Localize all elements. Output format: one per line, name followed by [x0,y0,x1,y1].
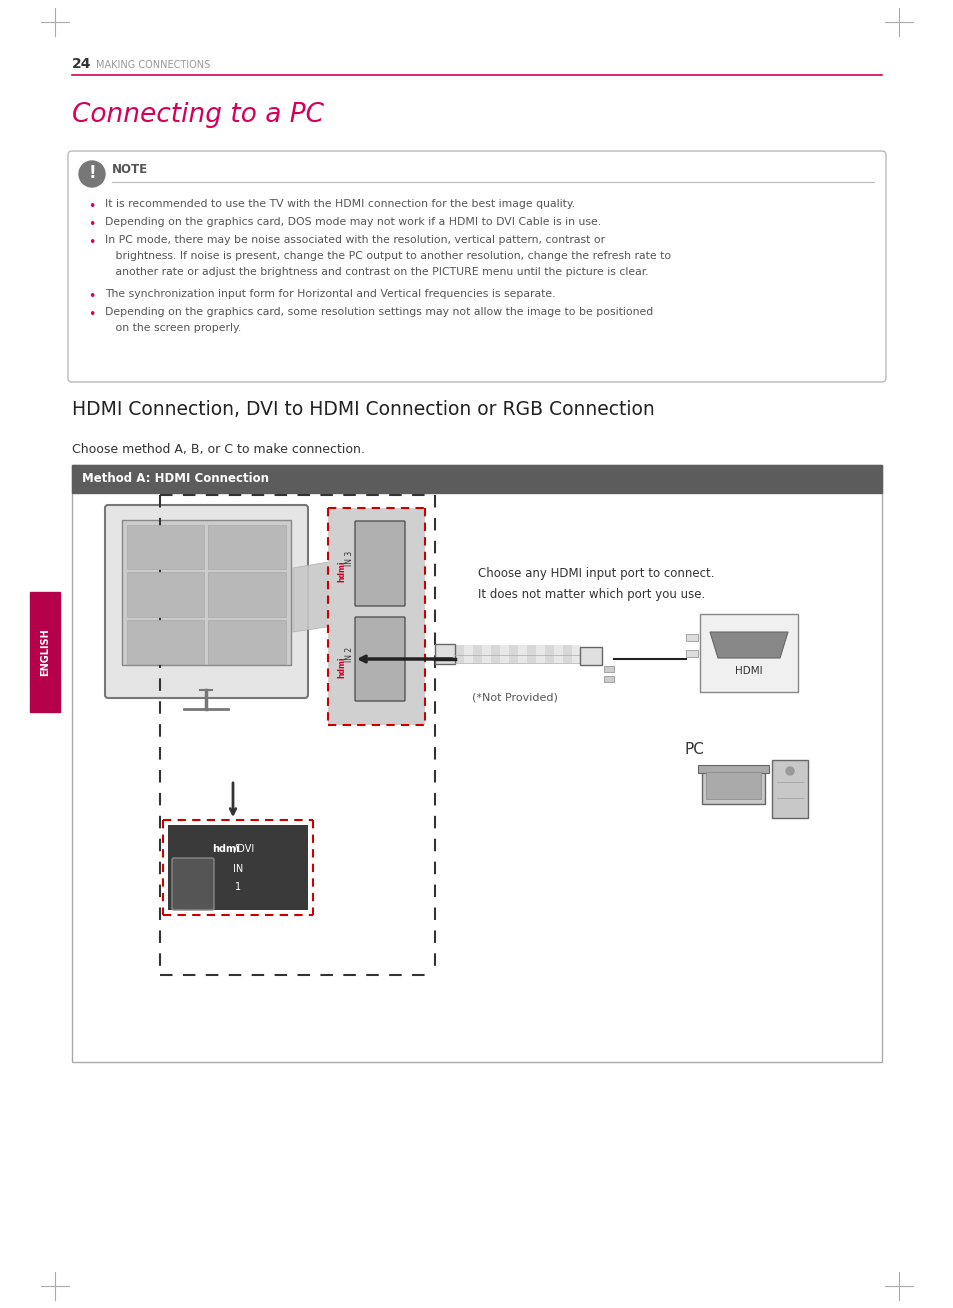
Polygon shape [709,632,787,658]
Bar [127,525,204,569]
Bar [168,825,308,910]
Bar [71,466,882,1062]
Bar [463,645,473,663]
Text: •: • [89,218,95,232]
FancyBboxPatch shape [172,858,213,910]
Bar [499,645,509,663]
Bar [685,634,698,641]
Circle shape [785,766,793,776]
Text: •: • [89,307,95,320]
FancyBboxPatch shape [68,150,885,382]
Text: hdmi: hdmi [337,561,346,582]
Text: !: ! [88,164,95,182]
Text: Depending on the graphics card, DOS mode may not work if a HDMI to DVI Cable is : Depending on the graphics card, DOS mode… [105,217,600,228]
Text: (*Not Provided): (*Not Provided) [472,692,558,702]
Text: HDMI Connection, DVI to HDMI Connection or RGB Connection: HDMI Connection, DVI to HDMI Connection … [71,400,654,419]
Text: on the screen properly.: on the screen properly. [105,323,241,334]
Bar [698,765,768,773]
Text: 1: 1 [234,882,241,892]
Text: Depending on the graphics card, some resolution settings may not allow the image: Depending on the graphics card, some res… [105,307,653,317]
FancyBboxPatch shape [355,521,405,606]
Bar [127,573,204,616]
Text: It is recommended to use the TV with the HDMI connection for the best image qual: It is recommended to use the TV with the… [105,199,575,209]
Text: NOTE: NOTE [112,164,148,177]
Polygon shape [293,560,339,632]
Bar [554,645,562,663]
Bar [209,620,286,664]
Bar [705,772,760,799]
Text: hdmi: hdmi [212,844,239,854]
Bar [509,645,517,663]
Bar [491,645,499,663]
Bar [481,645,491,663]
Circle shape [79,161,105,187]
Bar [562,645,572,663]
Text: IN 2: IN 2 [345,646,355,662]
Bar [526,645,536,663]
Bar [603,676,614,681]
Text: ENGLISH: ENGLISH [40,628,50,676]
FancyBboxPatch shape [355,617,405,701]
Bar [455,645,463,663]
FancyBboxPatch shape [105,505,308,698]
Text: The synchronization input form for Horizontal and Vertical frequencies is separa: The synchronization input form for Horiz… [105,289,555,300]
Bar [328,508,424,725]
Text: IN 3: IN 3 [345,551,355,566]
Bar [572,645,580,663]
Text: MAKING CONNECTIONS: MAKING CONNECTIONS [96,60,210,71]
Bar [700,613,797,692]
Bar [473,645,481,663]
Bar [536,645,544,663]
Bar [544,645,554,663]
Bar [30,593,60,712]
Bar [603,666,614,672]
Text: IN: IN [233,865,243,874]
Bar [71,466,882,493]
Bar [435,644,455,664]
Bar [579,647,601,664]
Text: •: • [89,200,95,213]
Text: In PC mode, there may be noise associated with the resolution, vertical pattern,: In PC mode, there may be noise associate… [105,235,604,245]
Text: •: • [89,290,95,303]
Text: Choose any HDMI input port to connect.: Choose any HDMI input port to connect. [477,566,714,579]
Text: Method A: HDMI Connection: Method A: HDMI Connection [82,472,269,485]
Bar [209,525,286,569]
Bar [771,760,807,818]
Text: PC: PC [684,742,704,757]
Text: HDMI: HDMI [735,666,762,676]
Bar [122,521,291,664]
Text: Choose method A, B, or C to make connection.: Choose method A, B, or C to make connect… [71,443,364,456]
Bar [209,573,286,616]
Bar [685,650,698,657]
Bar [517,645,526,663]
Text: Connecting to a PC: Connecting to a PC [71,102,324,128]
Text: another rate or adjust the brightness and contrast on the PICTURE menu until the: another rate or adjust the brightness an… [105,267,648,277]
Bar [127,620,204,664]
Text: 24: 24 [71,58,91,71]
Bar [701,766,764,804]
Text: hdmi: hdmi [337,657,346,678]
Text: It does not matter which port you use.: It does not matter which port you use. [477,589,704,600]
Text: brightness. If noise is present, change the PC output to another resolution, cha: brightness. If noise is present, change … [105,251,670,262]
Text: •: • [89,235,95,249]
Text: /DVI: /DVI [233,844,254,854]
